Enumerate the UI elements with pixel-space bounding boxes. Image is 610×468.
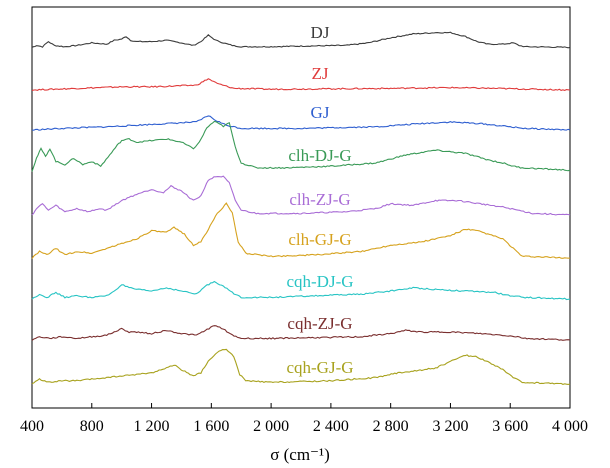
x-tick-label: 800: [80, 418, 104, 435]
x-axis-ticks: 400 800 1 200 1 600 2 000 2 400 2 800 3 200 3 60…: [20, 403, 588, 435]
series-label-cqh-zj-g: cqh-ZJ-G: [287, 314, 352, 333]
series-label-cqh-gj-g: cqh-GJ-G: [286, 358, 353, 377]
series-line-cqh-gj-g: [31, 348, 571, 385]
series-line-cqh-zj-g: [31, 325, 571, 341]
x-tick-label: 1 600: [193, 418, 229, 435]
x-tick-label: 4 000: [552, 418, 588, 435]
x-tick-label: 3 200: [432, 418, 468, 435]
series-line-clh-gj-g: [31, 202, 571, 259]
x-tick-label: 2 400: [313, 418, 349, 435]
x-tick-label: 2 800: [373, 418, 409, 435]
series-line-dj: [31, 31, 571, 49]
x-axis-title: σ (cm⁻¹): [270, 445, 330, 464]
series-label-clh-gj-g: clh-GJ-G: [288, 230, 351, 249]
series-line-gj: [31, 115, 571, 131]
x-tick-label: 1 200: [134, 418, 170, 435]
series-line-clh-dj-g: [31, 120, 571, 172]
series-line-clh-zj-g: [31, 175, 571, 216]
series-label-clh-dj-g: clh-DJ-G: [288, 146, 351, 165]
series-line-zj: [31, 78, 571, 92]
series-layer: [31, 31, 571, 385]
series-label-layer: DJ ZJ GJ clh-DJ-G clh-ZJ-G clh-GJ-G cqh-DJ-G cq…: [286, 23, 353, 377]
series-label-zj: ZJ: [312, 64, 329, 83]
x-tick-label: 3 600: [492, 418, 528, 435]
series-line-cqh-dj-g: [31, 280, 571, 301]
x-tick-label: 400: [20, 418, 44, 435]
series-label-cqh-dj-g: cqh-DJ-G: [286, 272, 353, 291]
series-label-gj: GJ: [311, 103, 330, 122]
series-label-clh-zj-g: clh-ZJ-G: [289, 190, 350, 209]
plot-frame: [31, 6, 571, 409]
x-tick-label: 2 000: [253, 418, 289, 435]
series-label-dj: DJ: [311, 23, 330, 42]
